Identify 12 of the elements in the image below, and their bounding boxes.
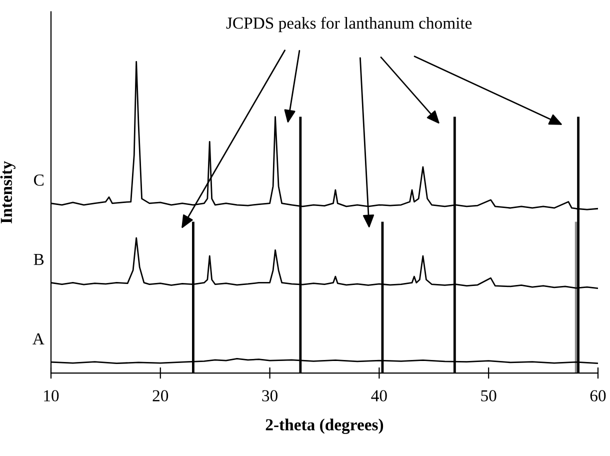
series-label: A xyxy=(32,333,44,344)
text: JCPDS peaks for lanthanum chomite xyxy=(226,16,472,32)
y-axis-title: Intensity xyxy=(0,161,16,224)
series-label: B xyxy=(34,254,44,265)
x-tick-label: 10 xyxy=(44,390,59,402)
x-tick-label: 50 xyxy=(481,390,496,402)
x-axis-title: 2-theta (degrees) xyxy=(266,418,384,434)
series-label: C xyxy=(34,174,44,186)
x-tick-label: 40 xyxy=(371,390,387,402)
x-tick-label: 30 xyxy=(262,390,278,402)
x-tick-label: 20 xyxy=(152,390,168,402)
x-tick-label: 60 xyxy=(590,390,606,402)
